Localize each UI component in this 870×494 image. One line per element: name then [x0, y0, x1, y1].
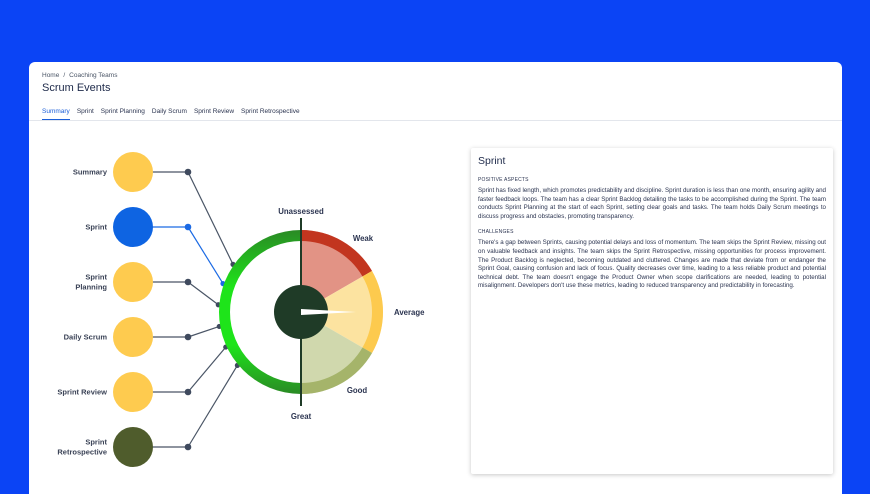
breadcrumb-separator: / [63, 72, 66, 79]
connector-dot-sprint-retrospective [184, 443, 192, 451]
breadcrumb: Home / Coaching Teams [42, 72, 117, 79]
connector-dot-sprint-planning [184, 278, 192, 286]
connector-diag-sprint [187, 226, 224, 284]
health-gauge: Unassessed Weak Average Good Great [219, 207, 425, 421]
gauge-segment-edge-weak [301, 230, 373, 277]
event-label-sprint[interactable]: Sprint [85, 223, 107, 232]
event-circle-sprint-planning[interactable] [113, 262, 153, 302]
gauge-ring-left [219, 230, 301, 394]
positive-aspects-text: Sprint has fixed length, which promotes … [478, 187, 826, 220]
connector-diag-daily-scrum [187, 325, 220, 338]
gauge-label-good: Good [347, 386, 368, 395]
connector-diag-sprint-review [187, 346, 227, 393]
events-gauge-diagram: Unassessed Weak Average Good Great Summary Sp… [57, 152, 425, 467]
connector-lines [151, 168, 241, 451]
positive-aspects-label: POSITIVE ASPECTS [478, 177, 529, 183]
tab-sprint-review[interactable]: Sprint Review [193, 108, 235, 115]
detail-card: Sprint POSITIVE ASPECTS Sprint has fixed… [471, 148, 833, 474]
event-circle-sprint-review[interactable] [113, 372, 153, 412]
event-label-sprint-planning[interactable]: Planning [75, 283, 107, 292]
event-circle-daily-scrum[interactable] [113, 317, 153, 357]
connector-dot-sprint-review [184, 388, 192, 396]
breadcrumb-home[interactable]: Home [42, 72, 60, 79]
gauge-label-average: Average [394, 308, 425, 317]
gauge-segment-edge-average [362, 271, 383, 353]
connector-dot-summary [184, 168, 192, 176]
breadcrumb-current[interactable]: Coaching Teams [69, 72, 118, 79]
event-label-sprint-retrospective[interactable]: Sprint [85, 438, 107, 447]
connector-dot-sprint [184, 223, 192, 231]
connector-diag-sprint-retrospective [187, 365, 238, 448]
gauge-label-weak: Weak [353, 234, 374, 243]
event-label-daily-scrum[interactable]: Daily Scrum [64, 333, 108, 342]
gauge-label-great: Great [291, 412, 312, 421]
tabs-divider [29, 120, 842, 121]
challenges-text: There's a gap between Sprints, causing p… [478, 239, 826, 290]
event-circle-sprint-retrospective[interactable] [113, 427, 153, 467]
tab-sprint-planning[interactable]: Sprint Planning [100, 108, 145, 115]
gauge-segment-edge-good [301, 347, 373, 394]
event-label-summary[interactable]: Summary [73, 168, 108, 177]
tab-sprint[interactable]: Sprint [76, 108, 94, 115]
tab-summary[interactable]: Summary [42, 108, 70, 120]
event-label-sprint-retrospective[interactable]: Retrospective [57, 448, 107, 457]
event-label-sprint-review[interactable]: Sprint Review [57, 388, 107, 397]
gauge-needle [301, 309, 356, 315]
event-circle-sprint[interactable] [113, 207, 153, 247]
gauge-label-unassessed: Unassessed [278, 207, 324, 216]
tab-sprint-retrospective[interactable]: Sprint Retrospective [241, 108, 300, 115]
main-panel: Home / Coaching Teams Scrum Events Summa… [29, 62, 842, 494]
event-label-sprint-planning[interactable]: Sprint [85, 273, 107, 282]
challenges-label: CHALLENGES [478, 229, 514, 236]
tab-bar: Summary Sprint Sprint Planning Daily Scr… [42, 108, 300, 120]
tab-daily-scrum[interactable]: Daily Scrum [151, 108, 187, 115]
detail-title: Sprint [478, 155, 506, 167]
connector-diag-summary [187, 171, 234, 265]
page-title: Scrum Events [42, 82, 111, 94]
connector-dot-daily-scrum [184, 333, 192, 341]
event-circle-summary[interactable] [113, 152, 153, 192]
connector-diag-sprint-planning [187, 281, 219, 306]
